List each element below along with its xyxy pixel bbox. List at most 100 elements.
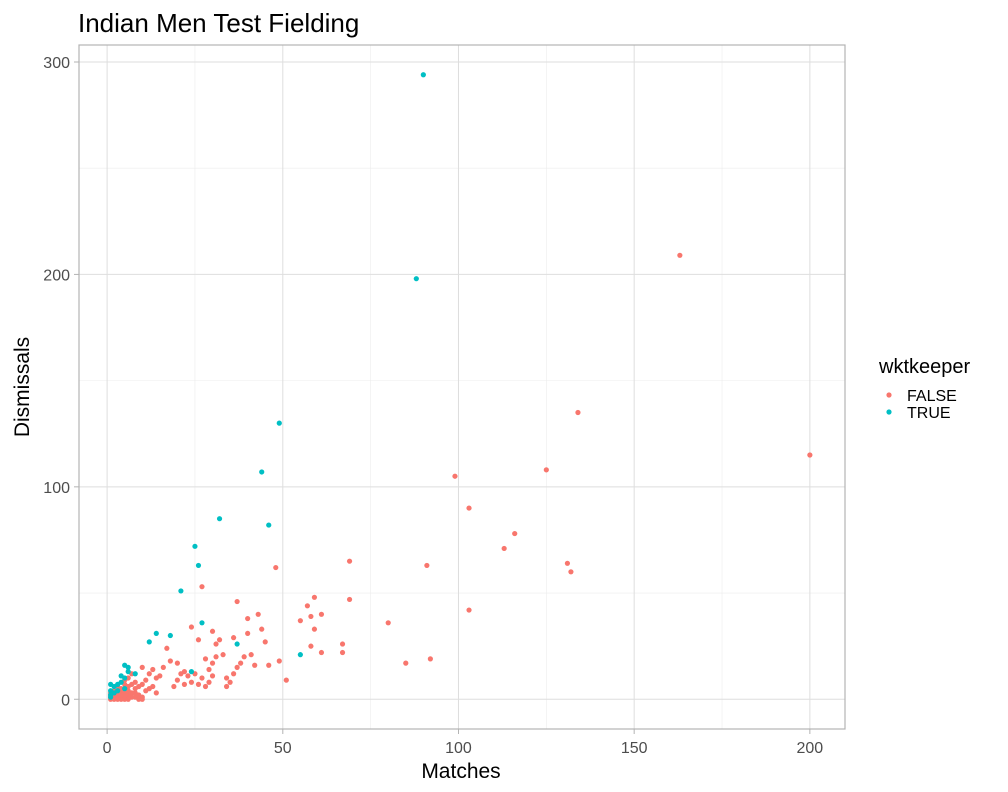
data-point [297, 618, 303, 624]
legend-label-true: TRUE [907, 405, 951, 422]
data-point [174, 677, 180, 683]
legend-swatch-false [886, 392, 892, 398]
data-point [185, 673, 191, 679]
data-point [234, 664, 240, 670]
data-point [568, 569, 574, 575]
data-point [262, 639, 268, 645]
data-point [164, 645, 170, 651]
data-point [308, 613, 314, 620]
data-point [424, 562, 430, 569]
data-point [227, 679, 233, 685]
data-point [178, 671, 184, 677]
data-point [297, 652, 303, 658]
y-tick-label: 100 [43, 480, 70, 497]
data-point [311, 626, 318, 632]
data-point [308, 643, 314, 649]
data-point [129, 694, 135, 700]
data-point [427, 656, 433, 662]
data-point [153, 630, 159, 637]
data-point [213, 654, 219, 660]
grid-major [79, 45, 845, 729]
data-point [466, 607, 472, 613]
y-axis-ticks: 0 100 200 300 [43, 55, 79, 709]
data-point [132, 671, 138, 677]
data-point [213, 641, 219, 647]
data-point [146, 671, 152, 677]
data-point [174, 660, 180, 666]
data-point [178, 588, 184, 594]
data-point [220, 652, 226, 658]
data-point [231, 635, 237, 641]
data-point [202, 656, 209, 662]
chart-title: Indian Men Test Fielding [78, 8, 359, 38]
data-point [245, 615, 251, 622]
data-point [171, 683, 177, 690]
data-point [209, 628, 216, 634]
data-point [255, 611, 261, 617]
data-point [241, 654, 247, 660]
data-point [122, 686, 128, 692]
data-point [223, 675, 230, 681]
data-point [195, 681, 202, 687]
data-point [234, 598, 240, 605]
legend-label-false: FALSE [907, 388, 957, 405]
x-tick-label: 200 [797, 740, 824, 757]
data-point [206, 679, 212, 685]
data-point [139, 696, 145, 702]
y-tick-label: 200 [43, 267, 70, 284]
data-point [283, 677, 289, 683]
y-tick-label: 300 [43, 55, 70, 72]
data-point [259, 626, 265, 632]
data-point [276, 658, 282, 664]
data-point [195, 637, 202, 643]
data-point [153, 675, 159, 681]
data-point [501, 545, 507, 552]
data-point [543, 467, 549, 473]
data-point [167, 632, 173, 639]
data-point [413, 276, 419, 282]
data-point [209, 673, 216, 679]
data-point [125, 664, 131, 670]
data-point [248, 652, 254, 658]
data-point [132, 690, 138, 696]
data-point [125, 669, 131, 675]
data-point [199, 620, 205, 626]
grid-minor [79, 45, 845, 729]
data-point [122, 675, 128, 681]
data-point [188, 669, 195, 675]
x-tick-label: 150 [621, 740, 648, 757]
data-point [188, 679, 195, 685]
x-axis-ticks: 0 50 100 150 200 [103, 729, 824, 757]
data-point [807, 452, 813, 458]
x-axis-title: Matches [421, 760, 500, 783]
data-point [452, 473, 458, 479]
data-point [420, 72, 426, 78]
data-point [339, 641, 346, 647]
data-point [677, 252, 683, 258]
data-point [575, 409, 581, 416]
x-tick-label: 0 [103, 740, 112, 757]
x-tick-label: 100 [445, 740, 472, 757]
data-point [564, 560, 571, 566]
series-true [108, 72, 426, 700]
data-point [346, 558, 353, 564]
data-point [139, 664, 145, 670]
data-point [202, 683, 209, 690]
data-point [199, 675, 205, 681]
legend-swatch-true [886, 409, 892, 415]
y-axis-title: Dismissals [11, 337, 34, 437]
panel-border [78, 44, 846, 730]
data-point [192, 543, 198, 549]
data-point [216, 637, 223, 643]
data-point [223, 683, 230, 690]
legend: wktkeeper FALSE TRUE [878, 356, 970, 422]
data-point [132, 686, 138, 692]
data-point [238, 660, 244, 666]
y-tick-label: 0 [61, 692, 70, 709]
data-point [318, 611, 325, 617]
data-point [181, 681, 188, 687]
data-point [108, 694, 114, 700]
data-point [266, 662, 272, 668]
